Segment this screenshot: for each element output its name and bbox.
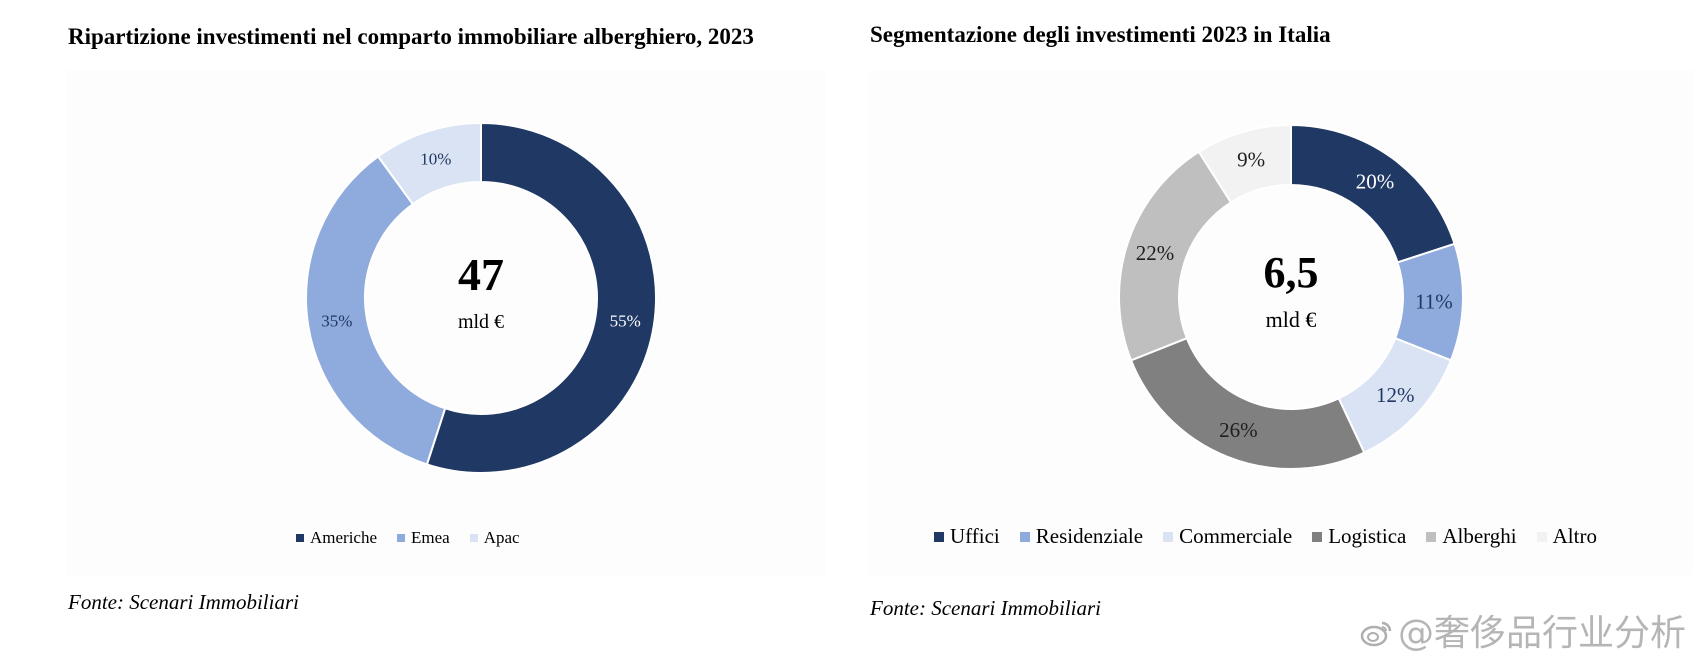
chart-source: Fonte: Scenari Immobiliari xyxy=(870,596,1101,620)
center-unit-label: mld € xyxy=(458,311,504,333)
legend-item-logistica: Logistica xyxy=(1312,524,1406,549)
chart-legend: Uffici Residenziale Commerciale Logistica Al… xyxy=(934,524,1617,549)
legend-label: Uffici xyxy=(950,524,1000,548)
slice-value-label: 35% xyxy=(321,311,352,330)
watermark: @奢侈品行业分析 xyxy=(1360,604,1686,656)
legend-swatch xyxy=(296,534,304,542)
legend-item-residenziale: Residenziale xyxy=(1019,524,1144,549)
legend-label: Commerciale xyxy=(1179,524,1293,548)
donut-slice-logistica xyxy=(1129,336,1366,470)
legend-item-emea: Emea xyxy=(397,528,450,548)
legend-label: Logistica xyxy=(1328,524,1407,548)
legend-label: Apac xyxy=(483,528,520,547)
legend-label: Emea xyxy=(411,528,450,547)
legend-swatch xyxy=(1426,531,1437,542)
center-unit-label: mld € xyxy=(1266,307,1317,332)
donut-slice-americhe xyxy=(425,121,657,474)
legend-item-apac: Apac xyxy=(469,528,520,548)
slice-value-label: 26% xyxy=(1219,418,1258,442)
slice-value-label: 10% xyxy=(420,150,451,169)
legend-item-altro: Altro xyxy=(1536,524,1597,549)
chart-title: Segmentazione degli investimenti 2023 in… xyxy=(870,22,1331,47)
donut-slice-altro xyxy=(1197,123,1292,204)
legend-item-americhe: Americhe xyxy=(296,528,377,548)
donut-slice-emea xyxy=(305,155,447,466)
center-total-value: 6,5 xyxy=(1264,248,1319,297)
legend-label: Americhe xyxy=(310,528,378,547)
chart-title: Ripartizione investimenti nel comparto i… xyxy=(68,24,754,49)
slice-value-label: 20% xyxy=(1356,169,1395,193)
legend-item-uffici: Uffici xyxy=(934,524,1000,549)
donut-chart: 55% 35% 10% 47 mld € xyxy=(305,121,657,474)
legend-item-alberghi: Alberghi xyxy=(1426,524,1517,549)
center-total-value: 47 xyxy=(458,249,504,300)
legend-swatch xyxy=(1163,531,1174,542)
legend-swatch xyxy=(1536,531,1547,542)
slice-value-label: 11% xyxy=(1415,289,1453,313)
slice-value-label: 55% xyxy=(610,311,641,330)
watermark-text: @奢侈品行业分析 xyxy=(1397,613,1686,654)
slice-value-label: 22% xyxy=(1136,241,1175,265)
legend-label: Altro xyxy=(1552,524,1597,548)
donut-slice-apac xyxy=(376,121,482,206)
slice-value-label: 12% xyxy=(1376,383,1415,407)
legend-label: Alberghi xyxy=(1442,524,1517,548)
legend-swatch xyxy=(1019,531,1030,542)
legend-swatch xyxy=(469,534,478,542)
legend-label: Residenziale xyxy=(1035,524,1144,548)
legend-swatch xyxy=(397,534,406,542)
chart-legend: Americhe Emea Apac xyxy=(296,528,540,548)
chart-source: Fonte: Scenari Immobiliari xyxy=(68,590,299,614)
legend-swatch xyxy=(1312,531,1323,542)
slice-value-label: 9% xyxy=(1237,148,1265,172)
donut-slice-uffici xyxy=(1290,123,1456,264)
weibo-logo-icon xyxy=(1360,621,1392,647)
chart-panel-left: Ripartizione investimenti nel comparto i… xyxy=(68,24,754,614)
legend-swatch xyxy=(934,531,944,542)
donut-chart: 20% 11% 12% 26% 22% 9% 6,5 mld € xyxy=(1118,123,1464,470)
legend-item-commerciale: Commerciale xyxy=(1163,524,1292,549)
chart-panel-right: Segmentazione degli investimenti 2023 in… xyxy=(860,0,1700,668)
